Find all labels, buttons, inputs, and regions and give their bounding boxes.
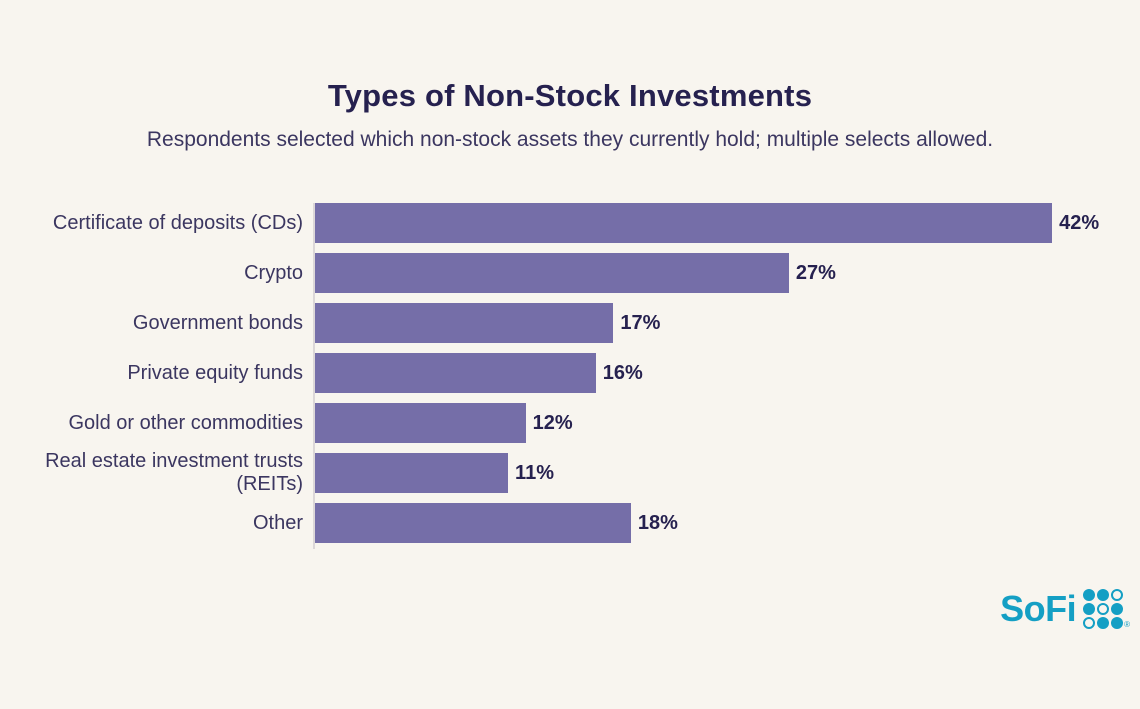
bar [315,403,526,443]
sofi-dot-grid-icon [1083,589,1124,629]
outline-dot-icon [1097,603,1110,615]
chart-subtitle: Respondents selected which non-stock ass… [146,128,994,151]
bar-chart: Certificate of deposits (CDs) 42% Crypto… [0,198,1140,549]
bar-row: Other 18% [0,498,1140,548]
bar [315,253,789,293]
bar-row: Gold or other commodities 12% [0,398,1140,448]
bar [315,503,631,543]
registered-trademark-icon: ® [1124,620,1130,629]
filled-dot-icon [1111,617,1124,629]
bar-row: Private equity funds 16% [0,348,1140,398]
category-label: Gold or other commodities [68,411,303,434]
bar [315,203,1053,243]
bar-area: 12% [315,398,1140,448]
bar [315,303,614,343]
filled-dot-icon [1097,589,1110,601]
filled-dot-icon [1097,617,1110,629]
bar-area: 16% [315,348,1140,398]
sofi-logo: SoFi ® [1000,588,1130,630]
bar-area: 18% [315,498,1140,548]
bar-area: 11% [315,448,1140,498]
outline-dot-icon [1111,589,1124,601]
sofi-wordmark: SoFi [1000,588,1077,629]
axis-baseline [313,203,315,549]
value-label: 17% [620,311,661,334]
category-label: Other [252,511,303,534]
filled-dot-icon [1111,603,1124,615]
category-label: Government bonds [132,311,303,334]
bar-area: 27% [315,248,1140,298]
filled-dot-icon [1083,589,1096,601]
chart-title: Types of Non-Stock Investments [327,78,813,113]
bar [315,453,509,493]
value-label: 11% [515,461,554,484]
outline-dot-icon [1083,617,1096,629]
bar [315,353,596,393]
category-label: Crypto [244,261,303,284]
bar-row: Certificate of deposits (CDs) 42% [0,198,1140,248]
value-label: 27% [795,261,836,284]
value-label: 16% [602,361,643,384]
filled-dot-icon [1083,603,1096,615]
bar-row: Real estate investment trusts (REITs) 11… [0,448,1140,498]
bar-row: Crypto 27% [0,248,1140,298]
category-label: Real estate investment trusts (REITs) [45,450,303,495]
value-label: 42% [1059,211,1100,234]
category-label: Private equity funds [127,361,303,384]
value-label: 12% [532,411,573,434]
category-label: Certificate of deposits (CDs) [52,211,303,234]
bar-area: 42% [315,198,1140,248]
bar-area: 17% [315,298,1140,348]
bar-row: Government bonds 17% [0,298,1140,348]
value-label: 18% [637,511,678,534]
